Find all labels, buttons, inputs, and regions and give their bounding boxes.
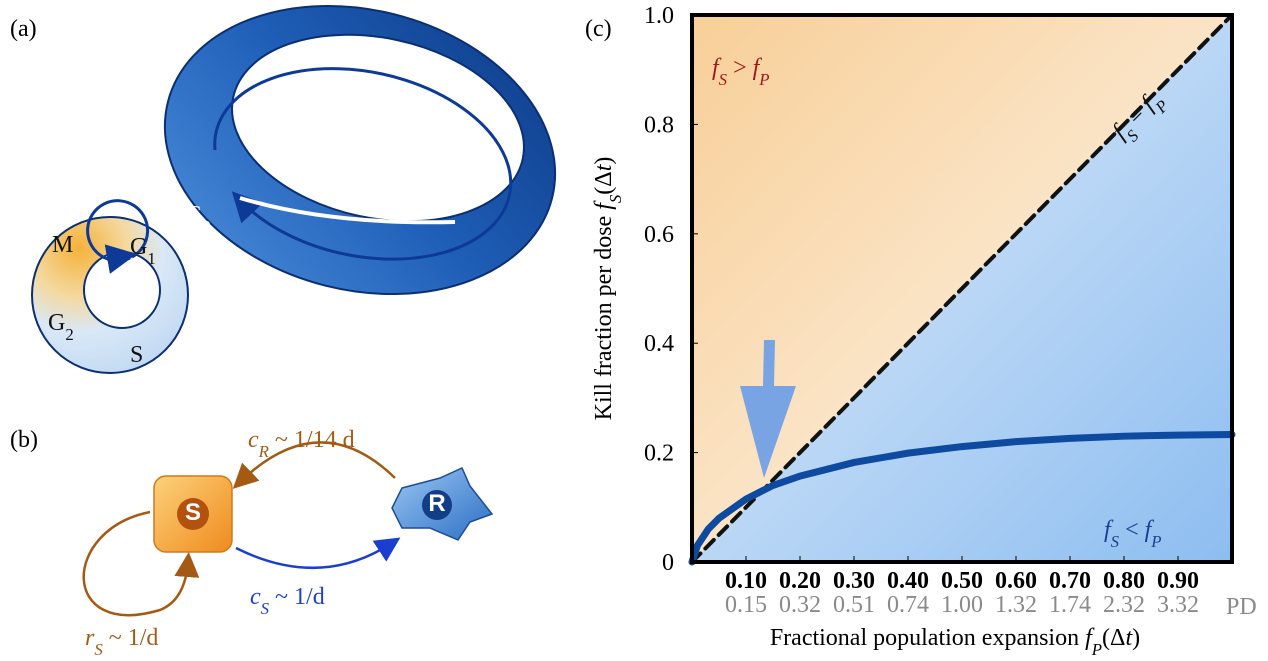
phase-label: S [130,342,143,368]
panel-label: (b) [10,427,38,453]
x-tick-label: 0.10 [725,568,767,594]
x2-tick-label: 0.32 [779,592,821,618]
text-part: R [258,442,269,461]
panel-label: (c) [585,16,612,42]
text-part: P [1150,532,1161,551]
x-tick-label: 0.20 [779,568,821,594]
x-tick-label: 0.90 [1157,568,1199,594]
text-part: S [130,342,143,368]
x-tick-label: 0.30 [833,568,875,594]
x2-tick-label: 1.00 [941,592,983,618]
x2-tick-label: 0.51 [833,592,875,618]
y-tick-label: 0.6 [644,222,674,248]
text-part: G [185,202,202,228]
y-tick-label: 0.8 [644,112,674,138]
text-part: ~ 1/14 d [269,427,355,453]
x2-axis-label: PD [1226,594,1257,620]
text-part: 0 [202,217,210,236]
text-part: ) [1132,625,1140,651]
figure: (a)MG1G0G2S(b)SRcR ~ 1/14 dcS ~ 1/drS ~ … [0,0,1268,661]
text-part: P [758,70,769,89]
text-part: < [1119,517,1145,543]
node-label: R [428,490,445,517]
x2-tick-label: 2.32 [1103,592,1145,618]
text-part: ~ 1/d [103,625,159,651]
text-part: > [727,55,753,81]
x-tick-label: 0.40 [887,568,929,594]
text-part: P [1091,640,1102,659]
x-axis-label: Fractional population expansion fP(Δt) [770,625,1140,659]
text-part: (Δ [1102,625,1125,651]
x2-tick-label: 1.74 [1049,592,1091,618]
text-part: Kill fraction per dose [591,210,617,421]
x2-tick-label: 3.32 [1157,592,1199,618]
text-part: c [248,427,259,453]
panel-label: (a) [10,16,37,42]
y-tick-label: 1.0 [644,3,674,29]
x2-tick-label: 0.74 [887,592,929,618]
node-label: S [185,499,201,526]
text-part: ) [591,157,617,165]
x2-tick-label: 0.15 [725,592,767,618]
rate-label: rS ~ 1/d [85,625,158,659]
x2-tick-label: 1.32 [995,592,1037,618]
x-tick-label: 0.70 [1049,568,1091,594]
text-part: 2 [65,325,73,344]
y-axis-label: Kill fraction per dose fS(Δt) [591,157,625,421]
text-part: G [130,234,147,260]
x-tick-label: 0.50 [941,568,983,594]
text-part: Fractional population expansion [770,625,1085,651]
text-part: 1 [147,249,155,268]
text-part: c [250,584,261,610]
text-part: (Δ [591,171,617,194]
text-part: M [52,232,73,258]
phase-label: M [52,232,73,258]
rate-label: cR ~ 1/14 d [248,427,355,461]
rate-label: cS ~ 1/d [250,584,325,618]
x-tick-label: 0.80 [1103,568,1145,594]
y-tick-label: 0.2 [644,441,674,467]
x-tick-label: 0.60 [995,568,1037,594]
text-part: ~ 1/d [269,584,325,610]
text-part: G [48,310,65,336]
y-tick-label: 0 [662,550,674,576]
cell-cycle-diagram [32,0,586,373]
y-tick-label: 0.4 [644,331,674,357]
